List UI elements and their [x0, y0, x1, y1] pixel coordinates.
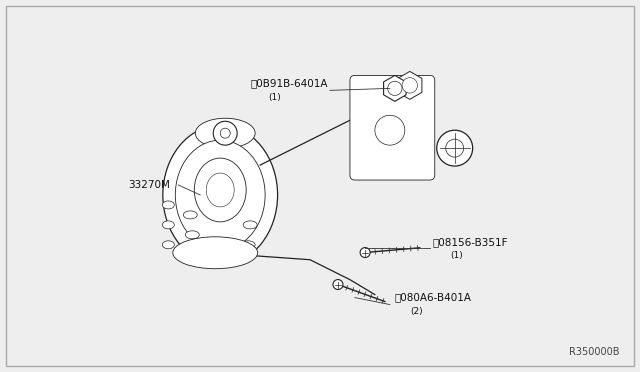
Ellipse shape	[243, 221, 257, 229]
Circle shape	[402, 78, 417, 93]
Ellipse shape	[163, 241, 174, 249]
Circle shape	[333, 279, 343, 289]
Circle shape	[360, 247, 370, 257]
Text: (2): (2)	[410, 307, 422, 316]
Polygon shape	[383, 76, 406, 101]
Ellipse shape	[163, 201, 174, 209]
Polygon shape	[397, 71, 422, 99]
Ellipse shape	[206, 173, 234, 207]
FancyBboxPatch shape	[350, 76, 435, 180]
Circle shape	[445, 139, 464, 157]
Text: 33270M: 33270M	[129, 180, 170, 190]
Circle shape	[436, 130, 473, 166]
Ellipse shape	[195, 158, 246, 222]
Ellipse shape	[175, 140, 265, 250]
Ellipse shape	[241, 241, 255, 249]
Text: (1): (1)	[451, 251, 463, 260]
Ellipse shape	[173, 237, 258, 269]
Circle shape	[375, 115, 405, 145]
Text: Ⓑ080A6-B401A: Ⓑ080A6-B401A	[395, 293, 472, 302]
Ellipse shape	[188, 251, 202, 259]
Ellipse shape	[186, 231, 199, 239]
Ellipse shape	[163, 221, 174, 229]
Circle shape	[388, 81, 402, 96]
Circle shape	[220, 128, 230, 138]
Ellipse shape	[183, 211, 197, 219]
Text: Ⓑ08156-B351F: Ⓑ08156-B351F	[433, 237, 508, 247]
Text: ⓝ0B91B-6401A: ⓝ0B91B-6401A	[250, 78, 328, 89]
Text: (1): (1)	[268, 93, 281, 102]
Ellipse shape	[195, 118, 255, 148]
Text: R350000B: R350000B	[569, 347, 620, 357]
Circle shape	[213, 121, 237, 145]
Ellipse shape	[163, 125, 278, 265]
